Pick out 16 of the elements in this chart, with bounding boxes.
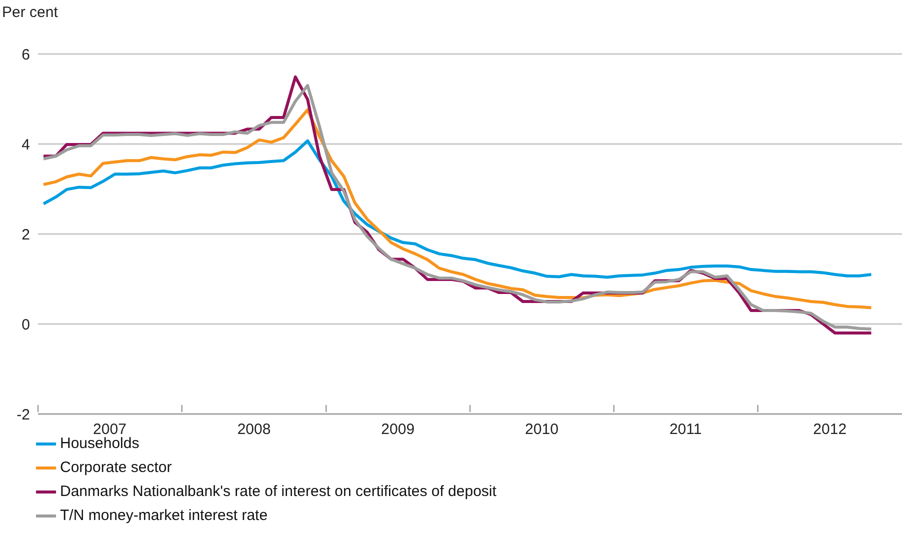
legend-label: Corporate sector [60, 458, 172, 478]
x-tick-label: 2011 [669, 421, 702, 438]
y-tick-label: 0 [22, 316, 30, 334]
y-axis-title: Per cent [2, 4, 58, 21]
x-tick-label: 2009 [381, 421, 415, 438]
x-tick-label: 2010 [525, 421, 558, 438]
y-tick-label: 2 [22, 226, 30, 244]
y-tick-label: -2 [16, 406, 30, 424]
line-series [42, 139, 873, 279]
x-tick-label: 2008 [237, 421, 271, 438]
legend-label: T/N money-market interest rate [60, 506, 268, 526]
y-tick-label: 6 [22, 46, 30, 64]
legend-label: Danmarks Nationalbank's rate of interest on certificates of deposit [60, 482, 496, 502]
line-series [42, 108, 873, 310]
y-tick-label: 4 [22, 136, 30, 154]
x-tick-label: 2012 [813, 421, 847, 438]
